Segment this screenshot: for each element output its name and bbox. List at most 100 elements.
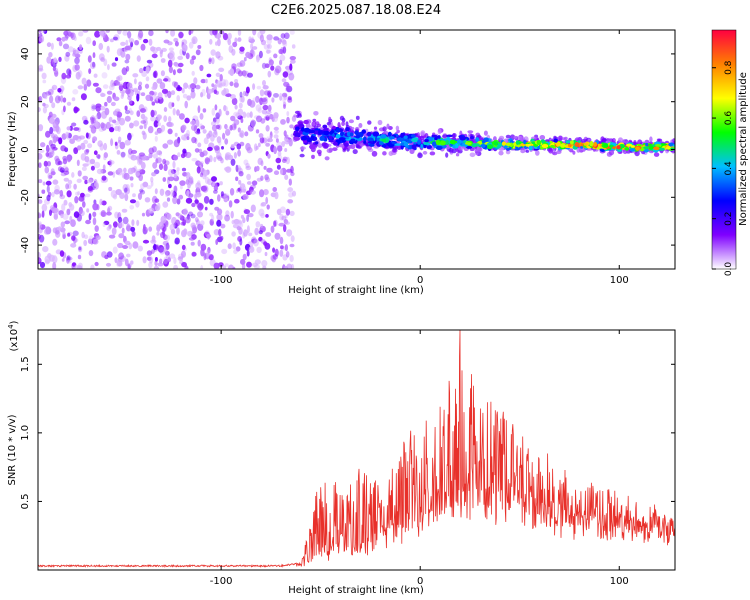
ridge-blob xyxy=(645,142,649,147)
noise-blob xyxy=(42,79,47,84)
noise-blob xyxy=(181,250,186,258)
noise-blob xyxy=(185,151,192,159)
noise-blob xyxy=(156,150,163,156)
ridge-halo xyxy=(535,150,540,156)
noise-blob xyxy=(212,130,218,138)
noise-blob xyxy=(83,139,89,145)
noise-blob xyxy=(58,137,63,145)
noise-blob xyxy=(255,54,260,63)
noise-blob xyxy=(112,36,118,41)
noise-blob xyxy=(224,153,230,161)
noise-blob xyxy=(242,193,249,200)
noise-blob xyxy=(64,54,70,62)
noise-blob xyxy=(195,191,202,198)
noise-blob xyxy=(267,104,272,112)
noise-blob xyxy=(87,159,92,165)
noise-blob xyxy=(95,235,101,241)
noise-blob xyxy=(92,82,99,87)
noise-blob xyxy=(289,63,293,71)
noise-blob xyxy=(265,196,269,205)
snr-multiplier-base: (x10 xyxy=(9,329,20,352)
ridge-halo xyxy=(653,152,660,157)
noise-blob xyxy=(107,207,111,214)
ridge-blob xyxy=(387,131,392,137)
noise-blob xyxy=(106,45,110,53)
noise-blob xyxy=(124,240,131,246)
noise-blob xyxy=(67,232,71,237)
noise-blob xyxy=(153,243,157,251)
noise-blob xyxy=(119,47,123,56)
noise-blob xyxy=(206,233,212,239)
ridge-blob xyxy=(411,144,417,150)
noise-blob xyxy=(86,208,90,213)
noise-blob xyxy=(45,152,50,157)
ridge-halo xyxy=(294,110,300,114)
noise-blob xyxy=(182,148,187,154)
noise-blob xyxy=(289,30,295,35)
ridge-blob xyxy=(515,144,522,147)
noise-blob xyxy=(216,136,222,144)
ridge-blob xyxy=(410,134,416,138)
noise-blob xyxy=(230,158,236,166)
ridge-halo xyxy=(297,113,302,118)
noise-blob xyxy=(173,264,179,269)
noise-blob xyxy=(261,202,267,207)
noise-blob xyxy=(98,42,104,51)
noise-blob xyxy=(111,62,117,67)
noise-blob xyxy=(57,226,62,231)
ridge-halo xyxy=(649,136,653,143)
noise-blob xyxy=(124,187,128,193)
noise-blob xyxy=(182,93,188,99)
ridge-halo xyxy=(388,151,394,156)
noise-blob xyxy=(105,121,111,130)
noise-blob xyxy=(138,152,145,157)
noise-blob xyxy=(291,190,297,197)
noise-blob xyxy=(94,30,101,38)
noise-blob xyxy=(95,120,99,127)
noise-blob xyxy=(62,158,68,165)
noise-blob xyxy=(234,104,238,110)
ridge-blob xyxy=(457,139,462,145)
noise-blob xyxy=(194,137,198,144)
noise-blob xyxy=(136,93,140,102)
noise-blob xyxy=(74,64,80,71)
noise-blob xyxy=(236,226,242,231)
noise-blob xyxy=(224,263,229,267)
noise-blob xyxy=(63,199,68,206)
ridge-blob xyxy=(446,134,453,138)
noise-blob xyxy=(168,122,174,128)
noise-blob xyxy=(273,170,280,175)
noise-blob xyxy=(116,259,123,267)
noise-blob xyxy=(114,211,119,219)
noise-blob xyxy=(272,114,279,123)
noise-blob xyxy=(163,164,168,172)
ridge-blob xyxy=(643,146,650,150)
noise-blob xyxy=(195,130,201,135)
noise-blob xyxy=(92,238,99,245)
noise-blob xyxy=(236,62,243,68)
noise-blob xyxy=(165,192,169,198)
noise-blob xyxy=(207,88,213,94)
noise-blob xyxy=(211,108,216,116)
noise-blob xyxy=(259,34,264,42)
noise-blob xyxy=(119,192,125,199)
ridge-halo xyxy=(328,147,333,153)
ridge-blob xyxy=(329,131,333,135)
ridge-blob xyxy=(423,141,428,145)
noise-blob xyxy=(235,164,239,172)
ridge-blob xyxy=(349,132,354,137)
noise-blob xyxy=(140,43,146,51)
noise-blob xyxy=(138,81,143,87)
noise-blob xyxy=(38,64,44,71)
noise-blob xyxy=(83,239,88,247)
ridge-blob xyxy=(616,145,621,150)
noise-blob xyxy=(249,111,253,118)
noise-blob xyxy=(270,225,275,233)
noise-blob xyxy=(282,46,287,54)
noise-blob xyxy=(62,231,66,240)
ridge-blob xyxy=(465,142,472,145)
noise-blob xyxy=(265,115,270,121)
noise-blob xyxy=(65,183,69,190)
noise-blob xyxy=(38,214,42,218)
noise-blob xyxy=(71,97,76,102)
